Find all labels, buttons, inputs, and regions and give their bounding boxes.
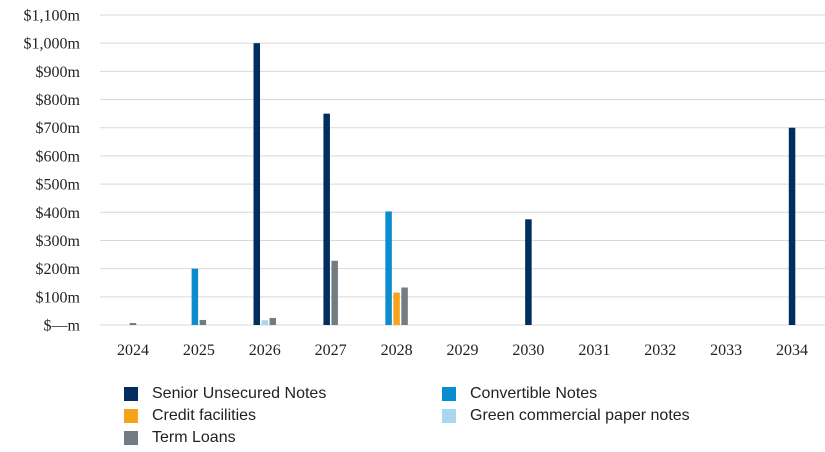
- legend-label: Convertible Notes: [470, 385, 598, 402]
- y-tick-label: $700m: [36, 120, 81, 137]
- y-tick-label: $800m: [36, 92, 81, 109]
- bar: [393, 292, 400, 325]
- x-tick-label: 2029: [447, 342, 479, 359]
- bar-chart: $—m $100m $200m $300m $400m $500m $600m $700m $8…: [24, 8, 825, 359]
- legend-label: Credit facilities: [152, 407, 257, 424]
- bar: [261, 320, 269, 325]
- x-tick-label: 2025: [183, 342, 215, 359]
- bar: [401, 287, 408, 325]
- x-tick-label: 2027: [315, 342, 347, 359]
- bar: [323, 113, 330, 326]
- y-tick-label: $1,100m: [24, 8, 81, 25]
- bar: [269, 317, 277, 325]
- legend-item-green-commercial-paper-notes: Green commercial paper notes: [442, 406, 690, 426]
- legend-swatch: [442, 409, 456, 423]
- bar: [199, 319, 207, 325]
- bar: [253, 43, 261, 325]
- x-tick-label: 2032: [644, 342, 676, 359]
- legend-label: Term Loans: [152, 429, 236, 446]
- legend-label: Green commercial paper notes: [470, 407, 690, 424]
- y-tick-label: $300m: [36, 233, 81, 250]
- bar: [129, 323, 137, 325]
- y-tick-label: $900m: [36, 64, 81, 81]
- x-tick-label: 2030: [512, 342, 544, 359]
- y-tick-label: $200m: [36, 261, 81, 278]
- y-tick-label: $1,000m: [24, 36, 81, 53]
- gridlines: [100, 14, 825, 326]
- bar: [191, 268, 199, 325]
- x-tick-label: 2033: [710, 342, 742, 359]
- bar: [331, 260, 338, 325]
- legend-item-term-loans: Term Loans: [124, 428, 236, 448]
- y-tick-label: $500m: [36, 177, 81, 194]
- y-tick-label: $100m: [36, 289, 81, 306]
- y-axis-tick-labels: $—m $100m $200m $300m $400m $500m $600m $700m $8…: [24, 8, 81, 335]
- x-axis-tick-labels: 2024 2025 2026 2027 2028 2029 2030 2031 2032 2033…: [117, 342, 808, 359]
- bar: [525, 219, 532, 325]
- legend-swatch: [124, 387, 138, 401]
- y-tick-label: $—m: [44, 318, 81, 335]
- x-tick-label: 2026: [249, 342, 281, 359]
- bar: [385, 211, 392, 325]
- x-tick-label: 2034: [776, 342, 808, 359]
- x-tick-label: 2028: [381, 342, 413, 359]
- y-tick-label: $600m: [36, 148, 81, 165]
- bar: [788, 127, 796, 326]
- legend-item-credit-facilities: Credit facilities: [124, 406, 256, 426]
- legend-swatch: [124, 409, 138, 423]
- legend-swatch: [124, 431, 138, 445]
- legend-label: Senior Unsecured Notes: [152, 385, 327, 402]
- x-tick-label: 2031: [578, 342, 610, 359]
- bars: [129, 43, 796, 326]
- y-tick-label: $400m: [36, 205, 81, 222]
- x-tick-label: 2024: [117, 342, 149, 359]
- legend-item-senior-unsecured-notes: Senior Unsecured Notes: [124, 384, 326, 404]
- legend-item-convertible-notes: Convertible Notes: [442, 384, 597, 404]
- legend-swatch: [442, 387, 456, 401]
